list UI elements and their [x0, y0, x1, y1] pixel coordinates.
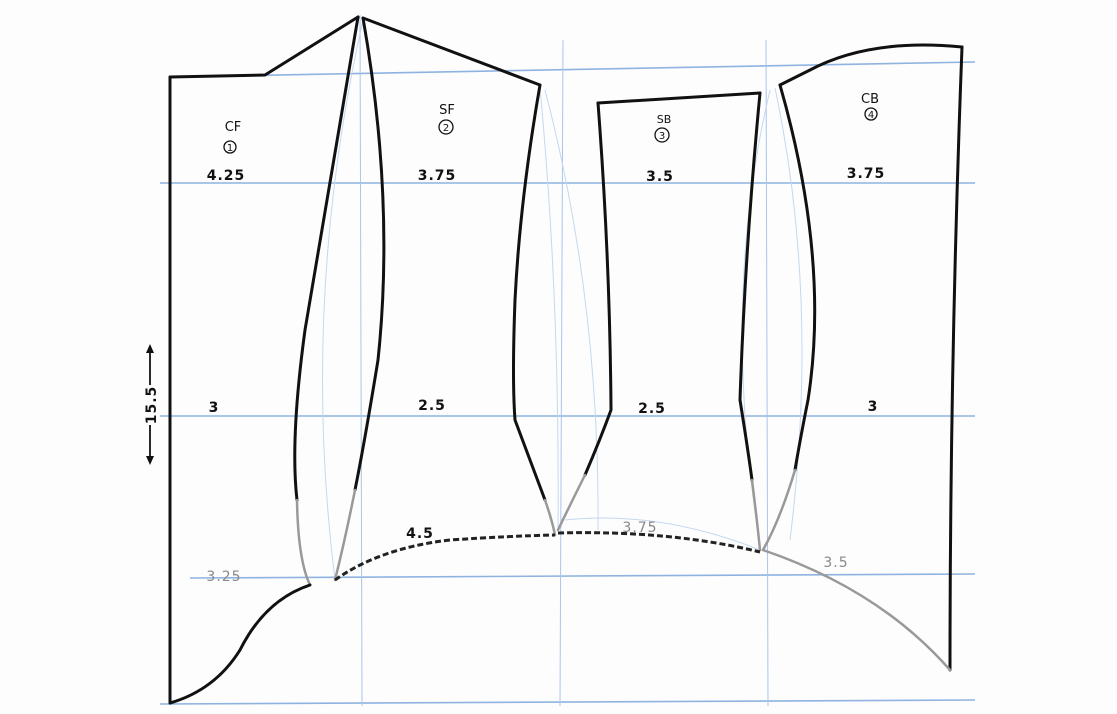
guide-vertical-2 — [559, 39, 564, 707]
mid-width: 3 — [209, 400, 220, 416]
bottom-width: 3.75 — [622, 520, 657, 536]
piece-code: CF — [225, 120, 242, 135]
guide-vertical-3 — [765, 39, 769, 707]
piece-number: 2 — [443, 123, 449, 134]
number-circle — [864, 107, 878, 121]
length-label: 15.5 — [144, 386, 160, 425]
guide-line-lower — [189, 573, 976, 579]
piece-cf — [168, 15, 360, 705]
guide-line-bottom — [159, 699, 976, 705]
top-width: 3.5 — [646, 169, 674, 185]
number-circle — [223, 140, 237, 154]
length-dimension: 15.5 — [144, 344, 160, 465]
arrow-up-icon — [146, 344, 154, 353]
arrow-down-icon — [146, 456, 154, 465]
bottom-width: 3.5 — [823, 555, 848, 571]
number-circle — [654, 127, 670, 143]
guide-vertical-1 — [359, 14, 363, 707]
top-width: 3.75 — [418, 168, 457, 184]
piece-number: 4 — [868, 110, 874, 121]
piece-code: CB — [861, 92, 879, 107]
piece-number: 1 — [227, 143, 233, 154]
guide-lines — [159, 14, 976, 707]
top-width: 3.75 — [847, 166, 886, 182]
piece-sf — [333, 16, 557, 582]
mid-width: 3 — [868, 399, 879, 415]
piece-code: SB — [657, 113, 672, 126]
mid-width: 2.5 — [638, 401, 666, 417]
number-circle — [438, 119, 454, 135]
bottom-width: 4.5 — [406, 526, 434, 542]
bottom-width: 3.25 — [206, 569, 241, 585]
mid-width: 2.5 — [418, 398, 446, 414]
piece-sb — [556, 91, 762, 554]
top-width: 4.25 — [207, 168, 246, 184]
piece-cb — [761, 43, 964, 672]
piece-number: 3 — [659, 131, 665, 142]
piece-code: SF — [439, 103, 455, 118]
guide-line-top — [169, 61, 976, 78]
piece-labels: CF 1 SF 2 SB 3 CB 4 4.25 3.75 3.5 3.75 3… — [206, 92, 886, 585]
